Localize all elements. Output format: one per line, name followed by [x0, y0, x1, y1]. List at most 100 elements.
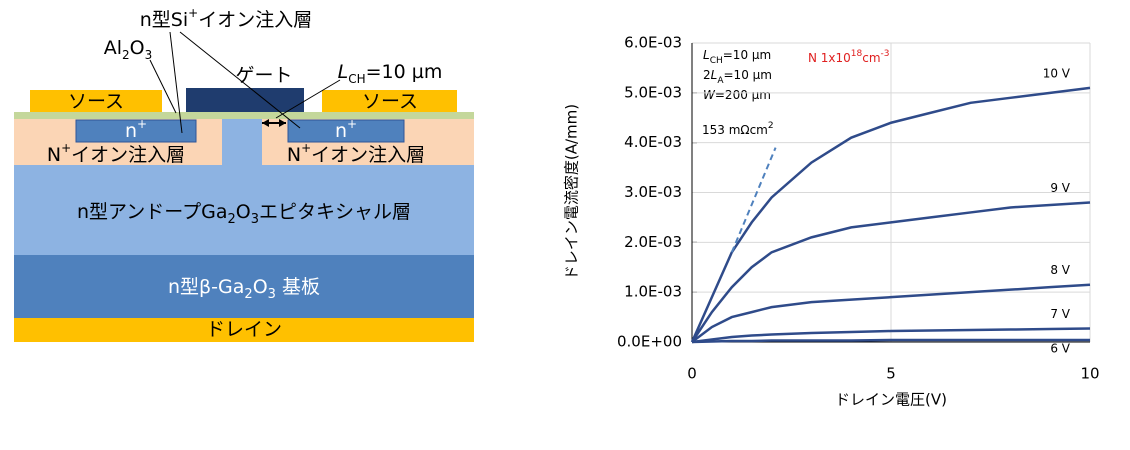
pointer	[275, 79, 341, 119]
text: +	[188, 6, 198, 20]
text: cm	[862, 51, 880, 65]
text: 3	[145, 48, 153, 62]
pointer	[149, 59, 177, 114]
label: ソース	[362, 91, 418, 113]
y-tick-label: 4.0E-03	[624, 133, 682, 151]
text: エピタキシャル層	[259, 201, 411, 223]
param: LCH=10 µm	[703, 48, 771, 66]
chart: ドレイン電圧(V) ドレイン電流密度(A/mm) LCH=10 µm 2LA=1…	[563, 34, 1100, 409]
text: N	[47, 144, 61, 166]
source-left	[30, 90, 162, 112]
param: 2LA=10 µm	[703, 68, 772, 86]
text: イオン注入層	[71, 144, 185, 166]
series-label: 7 V	[1050, 307, 1070, 321]
y-tick-label: 0.0E+00	[617, 333, 682, 351]
text: +	[137, 117, 147, 131]
text: イオン注入層	[198, 9, 312, 31]
label: N+イオン注入層	[47, 141, 185, 166]
y-tick-label: 5.0E-03	[624, 83, 682, 101]
text: 2	[122, 48, 130, 62]
text: Al	[104, 37, 122, 59]
label: Al2O3	[104, 37, 153, 62]
text: L	[711, 68, 718, 82]
series-label: 6 V	[1050, 342, 1070, 356]
text: N 1x10	[808, 51, 851, 65]
text: 18	[851, 49, 863, 59]
text: W	[703, 88, 716, 102]
fit-line	[730, 147, 777, 253]
text: L	[703, 48, 710, 62]
y-tick-label: 2.0E-03	[624, 233, 682, 251]
y-tick-label: 6.0E-03	[624, 34, 682, 52]
text: CH	[710, 56, 723, 66]
series-label: 9 V	[1050, 181, 1070, 195]
text: イオン注入層	[311, 144, 425, 166]
x-tick-label: 0	[687, 365, 697, 383]
fit-label: 153 mΩcm2	[702, 121, 774, 137]
pointer	[169, 31, 183, 134]
gate	[186, 88, 304, 112]
label: ソース	[68, 91, 124, 113]
text: +	[301, 141, 311, 155]
series-line	[690, 201, 1091, 343]
text: 153 mΩcm	[702, 123, 768, 137]
text: =10 µm	[724, 68, 772, 82]
nplus-right	[287, 119, 405, 143]
nplus-left	[75, 119, 197, 143]
text: =10 µm	[723, 48, 771, 62]
text: 2	[703, 68, 711, 82]
y-axis-title: ドレイン電流密度(A/mm)	[563, 104, 581, 280]
label: ドレイン	[206, 319, 282, 341]
substrate-layer	[14, 255, 474, 318]
source-right	[322, 90, 457, 112]
pointer	[179, 31, 301, 129]
text: +	[61, 141, 71, 155]
label: n+	[125, 117, 147, 142]
series-line	[691, 338, 1090, 344]
series-label: 10 V	[1043, 66, 1071, 80]
text: O	[236, 201, 251, 223]
text: A	[717, 76, 724, 86]
x-axis-title: ドレイン電圧(V)	[835, 391, 947, 409]
text: n	[335, 120, 347, 142]
param: W=200 µm	[703, 88, 771, 102]
drain-layer	[14, 318, 474, 342]
device-diagram: n型Si+イオン注入層 Al2O3 ゲート LCH=10 µm ソース ソース …	[14, 6, 474, 342]
series-line	[691, 283, 1091, 343]
text: 3	[251, 212, 259, 227]
label: n型Si+イオン注入層	[140, 6, 312, 31]
text: 3	[268, 287, 276, 302]
series-label: 8 V	[1050, 263, 1070, 277]
label: ゲート	[235, 65, 292, 87]
text: -3	[881, 49, 890, 59]
text: O	[130, 37, 145, 59]
text: N	[287, 144, 301, 166]
text: 2	[227, 212, 235, 227]
text: L	[338, 61, 349, 83]
text: 2	[768, 121, 774, 131]
label: LCH=10 µm	[338, 61, 443, 86]
al2o3-layer	[14, 112, 474, 119]
series-line	[691, 327, 1091, 344]
label: n型アンドープGa2O3エピタキシャル層	[77, 201, 411, 228]
text: n型β-Ga	[168, 276, 244, 298]
text: =10 µm	[366, 61, 443, 83]
text: +	[347, 117, 357, 131]
text: n	[125, 120, 137, 142]
label: n型β-Ga2O3 基板	[168, 276, 320, 303]
text: =200 µm	[715, 88, 771, 102]
text: n型アンドープGa	[77, 201, 228, 223]
label: n+	[335, 117, 357, 142]
y-tick-label: 1.0E-03	[624, 283, 682, 301]
text: 2	[244, 287, 252, 302]
note: N 1x1018cm-3	[808, 49, 890, 65]
y-tick-label: 3.0E-03	[624, 183, 682, 201]
text: O	[253, 276, 268, 298]
x-tick-label: 5	[886, 365, 896, 383]
text: CH	[348, 72, 365, 86]
text: 基板	[276, 276, 320, 298]
label: N+イオン注入層	[287, 141, 425, 166]
x-tick-label: 10	[1080, 365, 1099, 383]
